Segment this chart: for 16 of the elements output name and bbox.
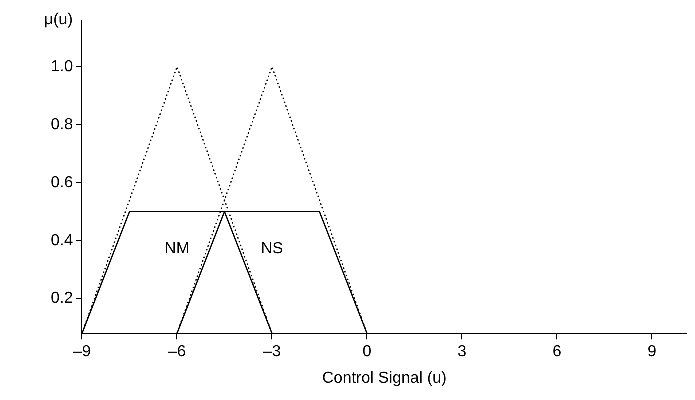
x-tick-label: –9: [73, 344, 92, 361]
y-tick-label: 0.8: [50, 116, 74, 134]
x-tick-label: 3: [458, 344, 467, 361]
x-tick-label: –3: [263, 344, 282, 361]
x-tick-label: –6: [168, 344, 186, 361]
y-axis-title: μ(u): [44, 11, 74, 28]
y-tick-label: 0.4: [50, 232, 74, 250]
x-tick-label: 9: [648, 344, 657, 361]
y-tick-label: 0.2: [50, 290, 74, 308]
annotation: NM: [164, 240, 190, 258]
x-tick-label: 0: [362, 344, 372, 361]
y-tick-label: 1.0: [50, 58, 74, 76]
x-axis-title: Control Signal (u): [322, 370, 447, 387]
x-tick-label: 6: [552, 344, 562, 361]
y-tick-label: 0.6: [50, 174, 74, 192]
annotation: NS: [261, 240, 284, 258]
